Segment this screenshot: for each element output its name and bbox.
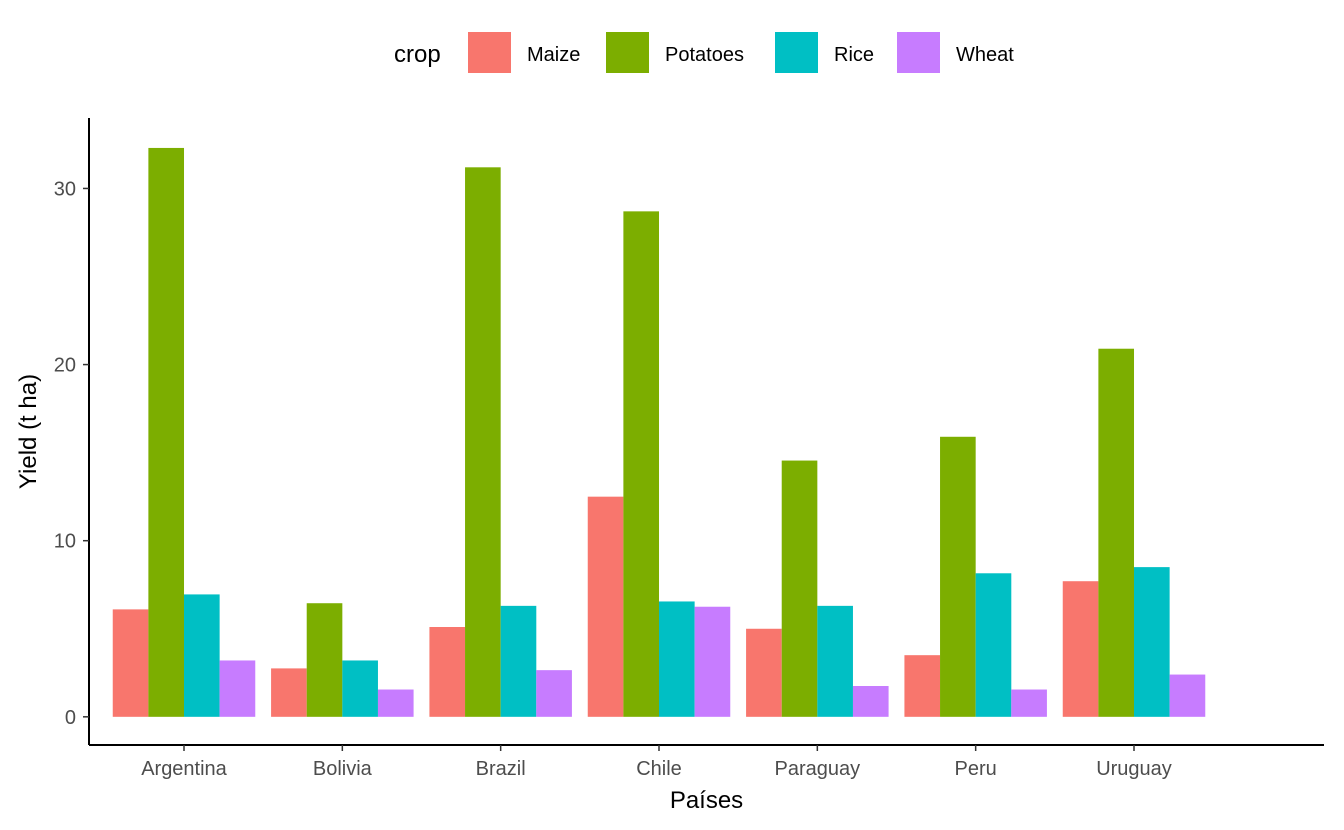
bar-brazil-rice — [500, 605, 537, 717]
x-tick-label: Brazil — [476, 758, 526, 780]
legend-label-potatoes: Potatoes — [665, 44, 744, 66]
bar-brazil-wheat — [536, 670, 572, 717]
bar-argentina-maize — [112, 609, 149, 717]
bar-peru-rice — [975, 573, 1012, 717]
y-tick-label: 0 — [65, 707, 76, 729]
bar-argentina-wheat — [219, 660, 256, 717]
x-axis-title: Países — [670, 787, 743, 814]
bar-peru-maize — [904, 655, 941, 717]
x-axis: Argentina Bolivia Brazil Chile Paraguay Peru U… — [89, 744, 1324, 780]
legend-label-wheat: Wheat — [956, 44, 1014, 66]
y-axis-title: Yield (t ha) — [15, 374, 42, 489]
x-tick-label: Argentina — [141, 758, 227, 780]
bar-paraguay-potatoes — [781, 460, 818, 717]
y-tick-label: 10 — [54, 531, 76, 553]
bar-argentina-rice — [184, 594, 220, 717]
bar-uruguay-potatoes — [1098, 348, 1135, 717]
y-tick-label: 30 — [54, 178, 76, 200]
x-tick-label: Bolivia — [313, 758, 373, 780]
x-tick-label: Peru — [955, 758, 997, 780]
bar-paraguay-wheat — [852, 686, 889, 717]
x-tick-label: Chile — [636, 758, 682, 780]
x-tick-label: Uruguay — [1096, 758, 1172, 780]
bars — [112, 147, 1206, 717]
bar-chile-maize — [587, 496, 624, 717]
legend: crop Maize Potatoes Rice Wheat — [394, 32, 1014, 73]
legend-label-maize: Maize — [527, 44, 580, 66]
bar-chile-wheat — [694, 606, 731, 717]
bar-uruguay-maize — [1062, 581, 1099, 717]
legend-key-maize — [468, 32, 511, 73]
x-tick-label: Paraguay — [775, 758, 861, 780]
bar-uruguay-rice — [1134, 567, 1170, 717]
bar-paraguay-maize — [746, 628, 782, 717]
bar-bolivia-potatoes — [306, 603, 343, 717]
bar-chile-potatoes — [623, 211, 660, 717]
bar-peru-potatoes — [940, 436, 976, 717]
legend-key-potatoes — [606, 32, 649, 73]
bar-bolivia-wheat — [377, 689, 414, 717]
y-axis: 0 10 20 30 — [54, 118, 90, 745]
legend-key-wheat — [897, 32, 940, 73]
bar-paraguay-rice — [817, 605, 853, 717]
bar-bolivia-rice — [342, 660, 378, 717]
bar-peru-wheat — [1011, 689, 1047, 717]
legend-title: crop — [394, 41, 441, 68]
bar-bolivia-maize — [271, 668, 307, 717]
legend-key-rice — [775, 32, 818, 73]
bar-brazil-potatoes — [465, 167, 501, 717]
y-tick-label: 20 — [54, 355, 76, 377]
bar-uruguay-wheat — [1169, 674, 1206, 717]
bar-chile-rice — [659, 601, 695, 717]
bar-brazil-maize — [429, 627, 466, 717]
legend-label-rice: Rice — [834, 44, 874, 66]
bar-argentina-potatoes — [148, 147, 185, 717]
